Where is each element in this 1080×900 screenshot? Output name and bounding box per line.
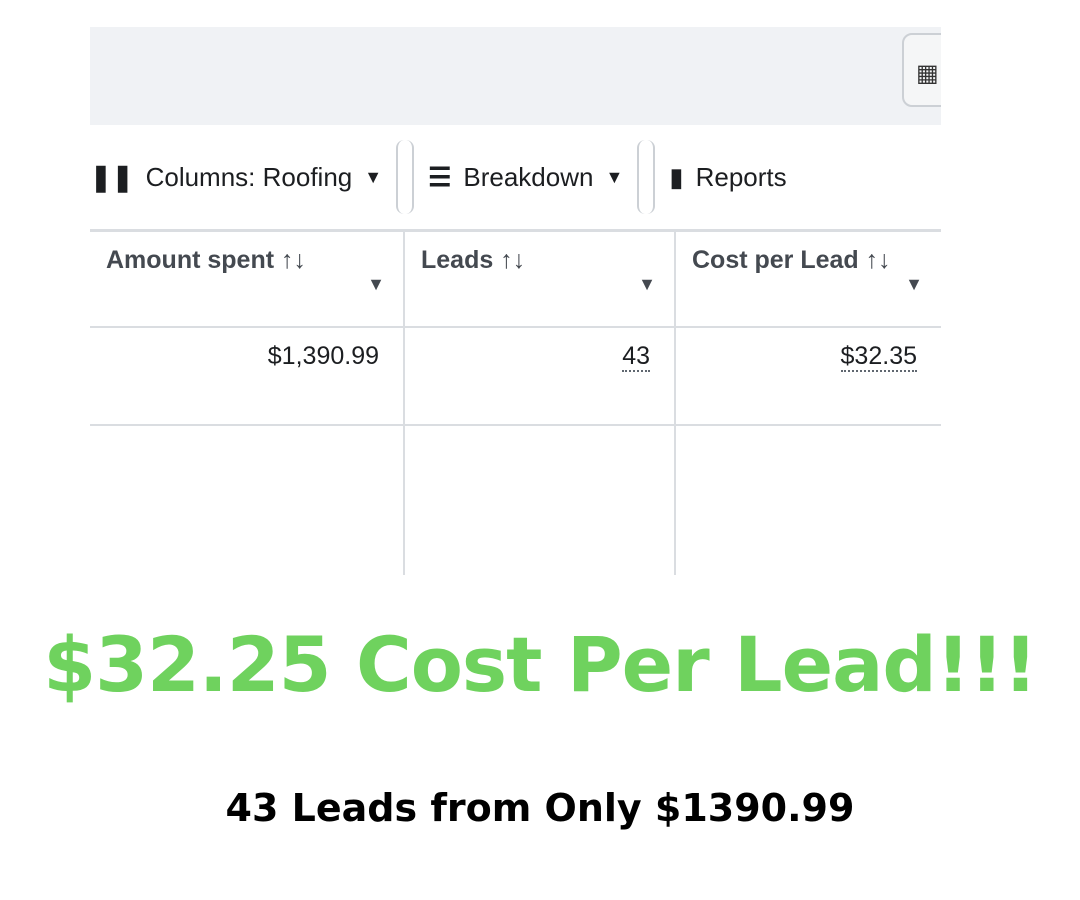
cost-per-lead-cell: $32.35 bbox=[676, 328, 941, 424]
top-bar: ▦ bbox=[90, 27, 941, 125]
caret-down-icon[interactable]: ▼ bbox=[367, 274, 385, 294]
caret-down-icon[interactable]: ▼ bbox=[638, 274, 656, 294]
leads-cell: 43 bbox=[405, 328, 676, 424]
leads-value[interactable]: 43 bbox=[622, 342, 650, 372]
reports-button[interactable]: ▮ Reports bbox=[655, 162, 800, 193]
ads-manager-screenshot: ▦ ❚❚ Columns: Roofing ▼ ☰ Breakdown ▼ ▮ … bbox=[90, 27, 941, 575]
cost-per-lead-value[interactable]: $32.35 bbox=[840, 342, 917, 372]
columns-dropdown[interactable]: ❚❚ Columns: Roofing ▼ bbox=[90, 162, 396, 193]
breakdown-icon: ☰ bbox=[428, 161, 452, 192]
divider bbox=[637, 140, 656, 214]
columns-label: Columns: Roofing bbox=[145, 161, 353, 192]
caret-down-icon: ▼ bbox=[364, 166, 383, 187]
amount-spent-cell: $1,390.99 bbox=[90, 328, 405, 424]
caret-down-icon: ▼ bbox=[605, 166, 624, 187]
empty-row bbox=[90, 426, 941, 575]
table-icon: ▦ bbox=[916, 60, 939, 87]
breakdown-label: Breakdown bbox=[463, 161, 594, 192]
header-amount-spent[interactable]: Amount spent ↑↓ ▼ bbox=[90, 232, 405, 326]
table-header: Amount spent ↑↓ ▼ Leads ↑↓ ▼ Cost per Lead… bbox=[90, 232, 941, 328]
header-label: Amount spent ↑↓ bbox=[106, 246, 306, 274]
table-row: $1,390.99 43 $32.35 bbox=[90, 328, 941, 426]
empty-cell bbox=[405, 426, 676, 575]
header-label: Leads ↑↓ bbox=[421, 246, 526, 274]
results-table: Amount spent ↑↓ ▼ Leads ↑↓ ▼ Cost per Lead… bbox=[90, 229, 941, 575]
subheadline: 43 Leads from Only $1390.99 bbox=[225, 786, 855, 830]
header-cost-per-lead[interactable]: Cost per Lead ↑↓ ▼ bbox=[676, 232, 941, 326]
headline: $32.25 Cost Per Lead!!! bbox=[43, 620, 1038, 709]
empty-cell bbox=[90, 426, 405, 575]
empty-cell bbox=[676, 426, 941, 575]
caret-down-icon[interactable]: ▼ bbox=[905, 274, 923, 294]
columns-icon: ❚❚ bbox=[90, 161, 134, 192]
toolbar: ❚❚ Columns: Roofing ▼ ☰ Breakdown ▼ ▮ Re… bbox=[90, 137, 801, 217]
header-leads[interactable]: Leads ↑↓ ▼ bbox=[405, 232, 676, 326]
breakdown-dropdown[interactable]: ☰ Breakdown ▼ bbox=[414, 162, 637, 193]
header-label: Cost per Lead ↑↓ bbox=[692, 246, 891, 274]
divider bbox=[396, 140, 415, 214]
table-view-button[interactable]: ▦ bbox=[902, 33, 941, 107]
reports-icon: ▮ bbox=[669, 161, 684, 192]
reports-label: Reports bbox=[695, 161, 787, 192]
